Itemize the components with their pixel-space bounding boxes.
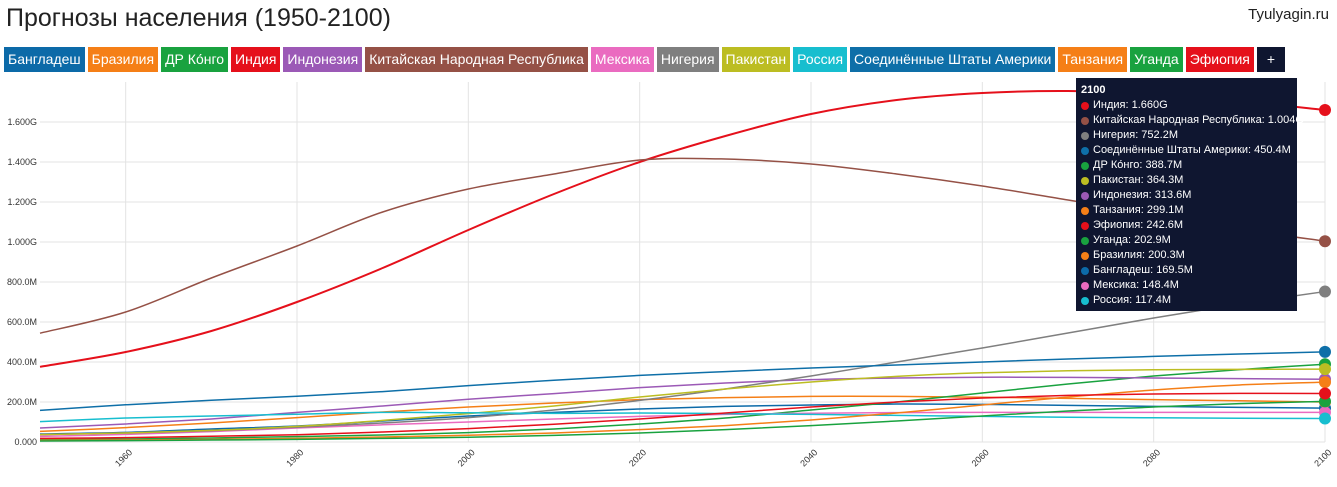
y-tick-label: 200.0M [7, 397, 37, 407]
tooltip-row: Уганда: 202.9M [1081, 233, 1292, 248]
tooltip-row-text: Нигерия: 752.2M [1093, 129, 1178, 141]
tooltip-row-text: Соединённые Штаты Америки: 450.4M [1093, 144, 1291, 156]
series-chip[interactable]: Бразилия [87, 47, 159, 72]
series-line [39, 368, 1326, 436]
tooltip-row-text: Уганда: 202.9M [1093, 234, 1171, 246]
x-tick-label: 1960 [113, 447, 134, 468]
add-series-button[interactable]: + [1256, 47, 1286, 72]
tooltip-row: Соединённые Штаты Америки: 450.4M [1081, 143, 1292, 158]
brand-label[interactable]: Tyulyagin.ru [1248, 6, 1329, 23]
series-line [39, 376, 1326, 429]
series-chip[interactable]: ДР Ко́нго [161, 47, 229, 72]
series-line [39, 403, 1326, 435]
x-tick-label: 2100 [1312, 447, 1333, 468]
y-tick-label: 400.0M [7, 357, 37, 367]
y-tick-label: 1.000G [7, 237, 37, 247]
legend-dot-icon [1081, 116, 1089, 125]
tooltip-row: Индонезия: 313.6M [1081, 188, 1292, 203]
tooltip-row: Нигерия: 752.2M [1081, 128, 1292, 143]
series-end-point [1319, 363, 1331, 376]
series-end-point [1319, 376, 1331, 389]
legend-dot-icon [1081, 296, 1089, 305]
series-chip[interactable]: Россия [793, 47, 848, 72]
series-chip[interactable]: Бангладеш [4, 47, 85, 72]
series-end-point [1319, 345, 1331, 358]
tooltip-row-text: Бразилия: 200.3M [1093, 249, 1185, 261]
tooltip-row: Россия: 117.4M [1081, 293, 1292, 308]
y-tick-label: 800.0M [7, 277, 37, 287]
tooltip-row: Бангладеш: 169.5M [1081, 263, 1292, 278]
series-end-point [1319, 387, 1331, 400]
legend-dot-icon [1081, 101, 1089, 110]
tooltip-row-text: Пакистан: 364.3M [1093, 174, 1184, 186]
series-line [39, 351, 1326, 412]
tooltip-row: Китайская Народная Республика: 1.004G [1081, 113, 1304, 128]
tooltip-row-text: Эфиопия: 242.6M [1093, 219, 1184, 231]
tooltip-row-text: Индия: 1.660G [1093, 99, 1168, 111]
tooltip-row-text: Мексика: 148.4M [1093, 279, 1179, 291]
series-line [39, 411, 1326, 423]
series-line [39, 392, 1326, 440]
legend-dot-icon [1081, 281, 1089, 290]
series-end-point [1319, 235, 1331, 248]
series-chip[interactable]: Индия [231, 47, 281, 72]
y-tick-label: 600.0M [7, 317, 37, 327]
legend-dot-icon [1081, 131, 1089, 140]
tooltip-title: 2100 [1081, 84, 1106, 96]
legend-dot-icon [1081, 191, 1089, 200]
legend-dot-icon [1081, 206, 1089, 215]
legend-dot-icon [1081, 251, 1089, 260]
tooltip-row: Индия: 1.660G [1081, 98, 1292, 113]
tooltip-row-text: ДР Ко́нго: 388.7M [1093, 159, 1183, 171]
tooltip-row: Эфиопия: 242.6M [1081, 218, 1292, 233]
legend-dot-icon [1081, 146, 1089, 155]
chart-tooltip: 2100 Индия: 1.660G Китайская Народная Рес… [1076, 78, 1304, 311]
series-chip[interactable]: Индонезия [283, 47, 363, 72]
series-end-point [1319, 412, 1331, 425]
series-chip[interactable]: Нигерия [656, 47, 719, 72]
legend-dot-icon [1081, 236, 1089, 245]
series-end-point [1319, 285, 1331, 298]
series-chip[interactable]: Соединённые Штаты Америки [850, 47, 1056, 72]
tooltip-row-text: Индонезия: 313.6M [1093, 189, 1192, 201]
x-tick-label: 2060 [970, 447, 991, 468]
series-line [39, 363, 1326, 441]
tooltip-row: Танзания: 299.1M [1081, 203, 1292, 218]
series-line [39, 381, 1326, 442]
y-tick-label: 0.000 [14, 437, 37, 447]
series-line [39, 400, 1326, 442]
y-tick-label: 1.600G [7, 117, 37, 127]
series-chip[interactable]: Эфиопия [1185, 47, 1254, 72]
series-selector: Бангладеш Бразилия ДР Ко́нго Индия Индонезия… [4, 47, 1286, 72]
series-line [39, 395, 1326, 433]
tooltip-row: Пакистан: 364.3M [1081, 173, 1292, 188]
legend-dot-icon [1081, 266, 1089, 275]
tooltip-row-text: Китайская Народная Республика: 1.004G [1093, 114, 1304, 126]
series-chip[interactable]: Китайская Народная Республика [365, 47, 588, 72]
x-tick-label: 2080 [1141, 447, 1162, 468]
series-chip[interactable]: Мексика [590, 47, 654, 72]
tooltip-row-text: Россия: 117.4M [1093, 294, 1172, 306]
series-chip[interactable]: Уганда [1130, 47, 1183, 72]
series-chip[interactable]: Пакистан [721, 47, 791, 72]
y-tick-label: 1.200G [7, 197, 37, 207]
x-tick-label: 1980 [284, 447, 305, 468]
y-tick-label: 1.400G [7, 157, 37, 167]
tooltip-row: ДР Ко́нго: 388.7M [1081, 158, 1292, 173]
x-tick-label: 2040 [798, 447, 819, 468]
x-tick-label: 2020 [627, 447, 648, 468]
tooltip-row-text: Танзания: 299.1M [1093, 204, 1184, 216]
tooltip-row: Бразилия: 200.3M [1081, 248, 1292, 263]
series-chip[interactable]: Танзания [1058, 47, 1128, 72]
series-end-point [1319, 104, 1331, 116]
legend-dot-icon [1081, 161, 1089, 170]
tooltip-row: Мексика: 148.4M [1081, 278, 1292, 293]
tooltip-row-text: Бангладеш: 169.5M [1093, 264, 1193, 276]
legend-dot-icon [1081, 221, 1089, 230]
x-tick-label: 2000 [456, 447, 477, 468]
page-title: Прогнозы населения (1950-2100) [6, 4, 391, 32]
legend-dot-icon [1081, 176, 1089, 185]
